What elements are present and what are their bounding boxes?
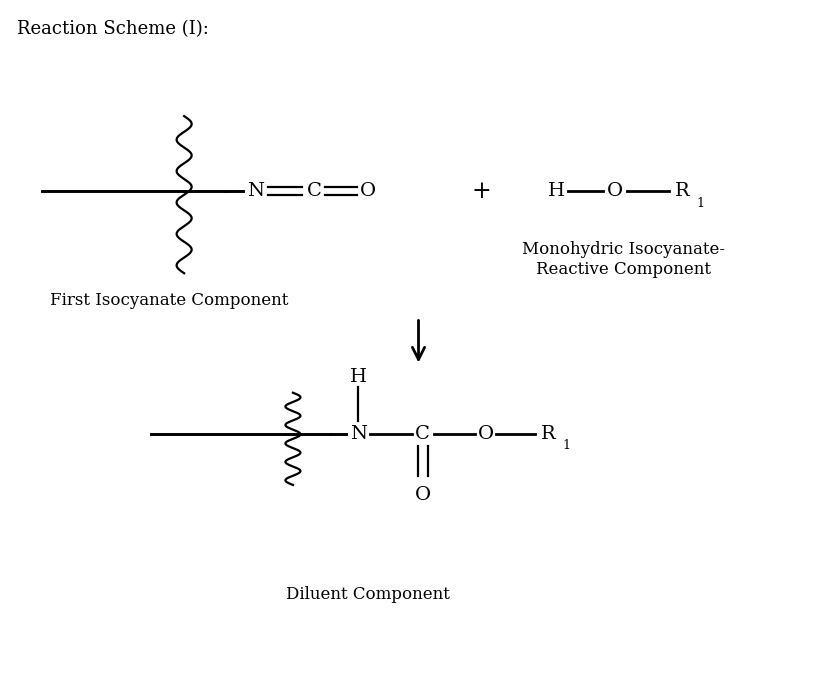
Text: O: O — [606, 182, 623, 200]
Text: H: H — [548, 182, 564, 200]
Text: Reactive Component: Reactive Component — [535, 262, 711, 278]
Text: N: N — [247, 182, 263, 200]
Text: First Isocyanate Component: First Isocyanate Component — [50, 292, 288, 309]
Text: O: O — [414, 486, 431, 504]
Text: O: O — [477, 425, 493, 443]
Text: Monohydric Isocyanate-: Monohydric Isocyanate- — [522, 241, 724, 257]
Text: C: C — [306, 182, 321, 200]
Text: Reaction Scheme (I):: Reaction Scheme (I): — [17, 20, 208, 38]
Text: R: R — [540, 425, 555, 443]
Text: R: R — [674, 182, 689, 200]
Text: H: H — [349, 368, 366, 386]
Text: +: + — [471, 180, 491, 203]
Text: N: N — [349, 425, 366, 443]
Text: 1: 1 — [696, 197, 704, 210]
Text: C: C — [415, 425, 430, 443]
Text: O: O — [359, 182, 376, 200]
Text: Diluent Component: Diluent Component — [286, 586, 450, 602]
Text: 1: 1 — [562, 439, 570, 453]
